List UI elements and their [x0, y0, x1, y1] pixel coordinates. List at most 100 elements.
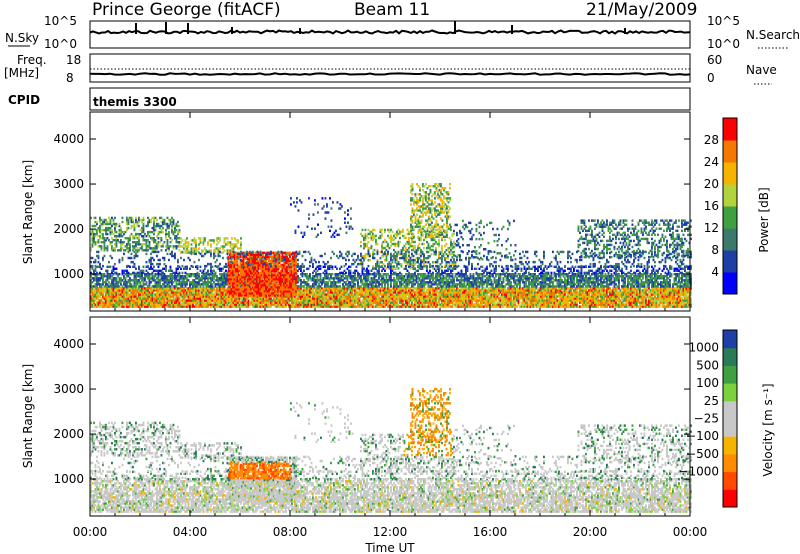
- power-cell: [316, 289, 319, 292]
- power-cell: [486, 289, 488, 292]
- power-cell: [201, 305, 203, 308]
- power-cell: [124, 285, 127, 288]
- power-cell: [589, 301, 592, 304]
- power-cell: [309, 297, 311, 300]
- power-cell: [115, 301, 118, 304]
- power-cell: [183, 275, 185, 278]
- power-cell: [600, 301, 602, 304]
- power-cell: [430, 297, 433, 300]
- power-cell: [184, 275, 187, 278]
- power-cell: [588, 289, 590, 292]
- power-cell: [147, 301, 149, 304]
- power-cell: [256, 305, 259, 308]
- power-cell: [220, 277, 223, 280]
- power-cell: [415, 297, 418, 300]
- power-cell: [504, 295, 506, 298]
- power-cell: [330, 289, 332, 292]
- power-cell: [460, 303, 463, 306]
- power-cell: [177, 279, 179, 282]
- power-cell: [216, 289, 218, 292]
- power-cell: [210, 305, 212, 308]
- power-cell: [598, 293, 601, 296]
- power-cell: [175, 279, 178, 282]
- power-cell: [520, 291, 523, 294]
- power-cell: [91, 289, 94, 292]
- power-cell: [432, 299, 434, 302]
- power-cell: [393, 289, 395, 292]
- power-cell: [553, 295, 556, 298]
- power-cell: [180, 281, 182, 284]
- power-cell: [531, 289, 533, 292]
- power-cell: [175, 275, 178, 278]
- power-cell: [241, 301, 244, 304]
- power-cell: [439, 303, 442, 306]
- power-cell: [615, 287, 617, 290]
- power-cell: [552, 287, 554, 290]
- power-cell: [211, 289, 214, 292]
- power-cell: [265, 305, 268, 308]
- power-cell: [486, 297, 488, 300]
- power-cell: [675, 297, 677, 300]
- power-cell: [570, 301, 572, 304]
- power-cell: [117, 281, 119, 284]
- power-cell: [205, 305, 208, 308]
- power-cell: [165, 293, 167, 296]
- power-cell: [351, 305, 353, 308]
- power-cell: [613, 289, 616, 292]
- power-cell: [300, 297, 302, 300]
- power-cell: [540, 301, 542, 304]
- power-cell: [222, 277, 224, 280]
- power-cell: [664, 295, 667, 298]
- power-cell: [508, 299, 511, 302]
- power-cell: [130, 279, 133, 282]
- power-cell: [456, 305, 458, 308]
- power-cell: [259, 297, 262, 300]
- power-cell: [100, 289, 103, 292]
- power-cell: [142, 293, 145, 296]
- power-cell: [549, 291, 551, 294]
- power-cell: [537, 295, 539, 298]
- power-cell: [454, 291, 457, 294]
- power-cell: [145, 275, 148, 278]
- power-cell: [399, 295, 401, 298]
- power-cell: [324, 283, 326, 286]
- power-cell: [583, 295, 586, 298]
- power-cell: [144, 287, 146, 290]
- power-cell: [357, 291, 359, 294]
- power-cell: [528, 299, 530, 302]
- power-cell: [625, 293, 628, 296]
- power-cell: [126, 275, 128, 278]
- power-cell: [162, 279, 164, 282]
- power-cell: [93, 285, 95, 288]
- power-cell: [532, 297, 535, 300]
- power-cell: [649, 305, 652, 308]
- power-cell: [303, 289, 305, 292]
- power-cell: [618, 303, 620, 306]
- power-cell: [114, 299, 116, 302]
- power-cell: [133, 287, 136, 290]
- power-cell: [634, 299, 637, 302]
- power-cell: [189, 299, 191, 302]
- power-cell: [148, 299, 151, 302]
- power-cell: [604, 295, 607, 298]
- power-cell: [226, 277, 229, 280]
- power-cell: [592, 287, 595, 290]
- power-cell: [645, 287, 647, 290]
- power-cell: [570, 291, 572, 294]
- power-cell: [666, 303, 668, 306]
- power-cell: [315, 295, 317, 298]
- power-cell: [253, 279, 256, 282]
- power-cell: [534, 297, 536, 300]
- power-cell: [102, 293, 104, 296]
- power-cell: [343, 289, 346, 292]
- power-cell: [132, 301, 134, 304]
- power-cell: [342, 293, 344, 296]
- power-cell: [418, 303, 421, 306]
- power-cell: [172, 297, 175, 300]
- power-cell: [177, 301, 179, 304]
- power-cell: [103, 295, 106, 298]
- power-cell: [448, 293, 451, 296]
- power-cell: [114, 277, 116, 280]
- power-cell: [450, 289, 452, 292]
- power-cell: [372, 289, 374, 292]
